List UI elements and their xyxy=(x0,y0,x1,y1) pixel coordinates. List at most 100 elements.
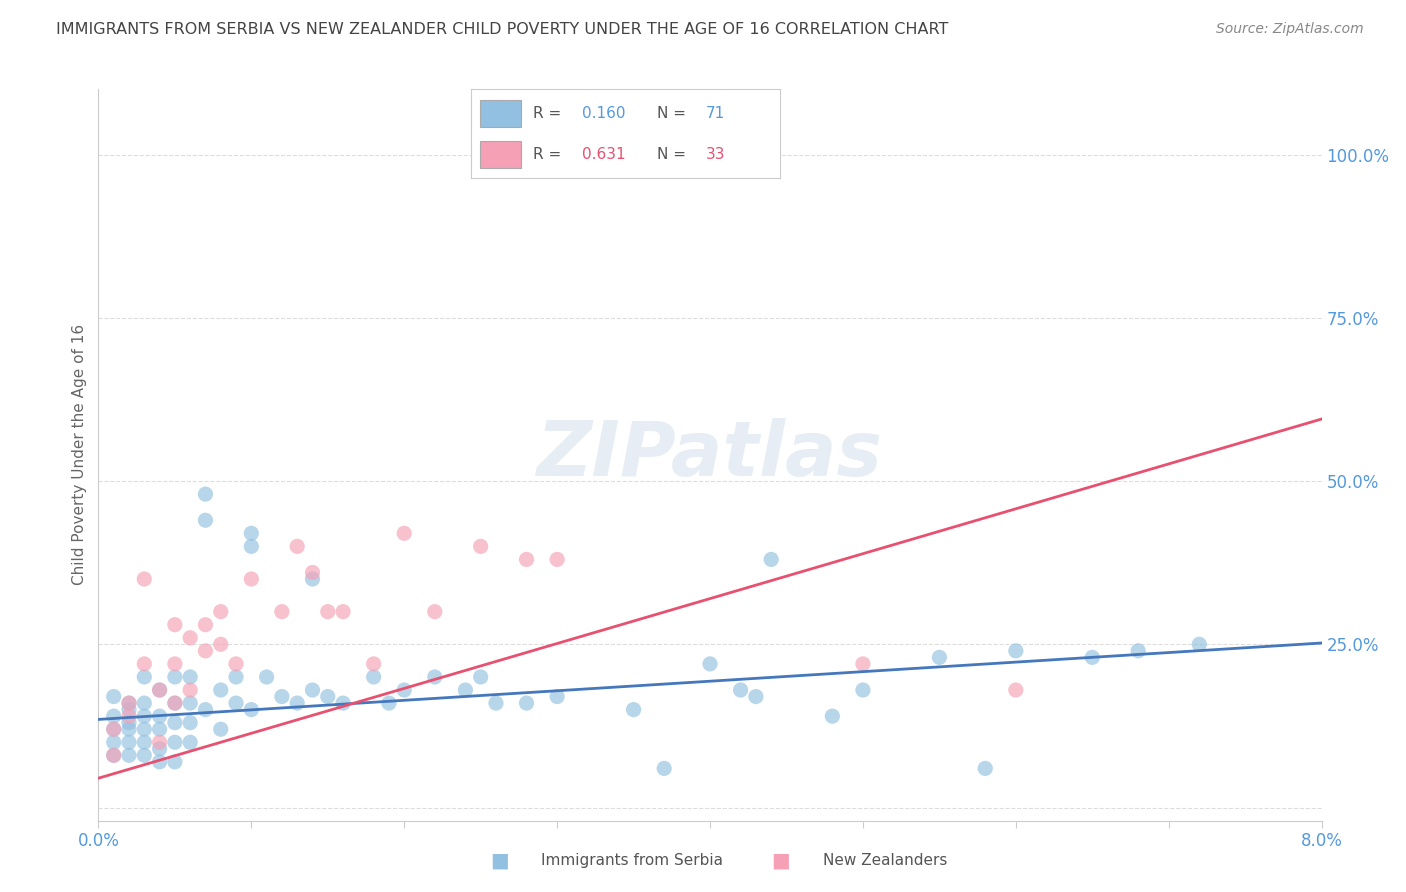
Point xyxy=(149,741,172,756)
Text: New Zealanders: New Zealanders xyxy=(823,854,946,868)
Text: Immigrants from Serbia: Immigrants from Serbia xyxy=(541,854,723,868)
Point xyxy=(163,670,186,684)
Point xyxy=(149,735,172,749)
Point xyxy=(179,715,201,730)
Point xyxy=(1004,683,1026,698)
Point xyxy=(163,755,186,769)
FancyBboxPatch shape xyxy=(481,100,520,127)
Point xyxy=(652,761,675,775)
Point xyxy=(485,696,508,710)
Point xyxy=(118,696,141,710)
Point xyxy=(1128,644,1150,658)
Text: 33: 33 xyxy=(706,147,725,161)
Point xyxy=(392,526,416,541)
Point xyxy=(149,709,172,723)
Point xyxy=(392,683,416,698)
Point xyxy=(103,690,125,704)
Text: R =: R = xyxy=(533,106,567,120)
Text: ▪: ▪ xyxy=(770,847,790,875)
Point xyxy=(301,572,323,586)
Point xyxy=(1004,644,1026,658)
Text: ▪: ▪ xyxy=(489,847,509,875)
Point xyxy=(118,709,141,723)
Point xyxy=(134,696,156,710)
Point xyxy=(928,650,950,665)
Point xyxy=(1188,637,1211,651)
Point xyxy=(225,696,247,710)
Point xyxy=(225,657,247,671)
Point xyxy=(209,637,232,651)
Point xyxy=(103,748,125,763)
Point xyxy=(134,735,156,749)
Point xyxy=(134,670,156,684)
Point xyxy=(225,670,247,684)
Point xyxy=(103,748,125,763)
Text: 71: 71 xyxy=(706,106,725,120)
Point xyxy=(118,696,141,710)
Point xyxy=(149,723,172,737)
Point xyxy=(1081,650,1104,665)
Point xyxy=(470,539,492,553)
Point xyxy=(118,723,141,737)
Point xyxy=(454,683,477,698)
Point xyxy=(163,696,186,710)
Text: Source: ZipAtlas.com: Source: ZipAtlas.com xyxy=(1216,22,1364,37)
Text: IMMIGRANTS FROM SERBIA VS NEW ZEALANDER CHILD POVERTY UNDER THE AGE OF 16 CORREL: IMMIGRANTS FROM SERBIA VS NEW ZEALANDER … xyxy=(56,22,949,37)
Point xyxy=(759,552,782,566)
Point xyxy=(285,696,308,710)
Text: ZIPatlas: ZIPatlas xyxy=(537,418,883,491)
Point xyxy=(363,657,385,671)
Point xyxy=(179,670,201,684)
Point xyxy=(118,748,141,763)
Point xyxy=(623,703,645,717)
Point xyxy=(149,683,172,698)
Point xyxy=(699,657,721,671)
Point xyxy=(745,690,768,704)
Point xyxy=(209,723,232,737)
Point xyxy=(240,572,263,586)
Point xyxy=(163,617,186,632)
Text: R =: R = xyxy=(533,147,567,161)
Point xyxy=(209,683,232,698)
Point xyxy=(118,735,141,749)
Point xyxy=(103,735,125,749)
Point xyxy=(301,683,323,698)
Point xyxy=(179,735,201,749)
Point xyxy=(270,690,294,704)
Text: 0.631: 0.631 xyxy=(582,147,626,161)
Point xyxy=(179,696,201,710)
Point xyxy=(209,605,232,619)
Point xyxy=(163,735,186,749)
Point xyxy=(240,539,263,553)
Point xyxy=(194,703,217,717)
Point xyxy=(546,552,568,566)
Point xyxy=(194,617,217,632)
Point xyxy=(423,605,446,619)
Point xyxy=(852,657,875,671)
Point xyxy=(134,657,156,671)
Point xyxy=(546,690,568,704)
FancyBboxPatch shape xyxy=(481,141,520,168)
Text: 0.160: 0.160 xyxy=(582,106,626,120)
Point xyxy=(974,761,997,775)
Point xyxy=(332,696,354,710)
Point xyxy=(163,657,186,671)
Point xyxy=(256,670,278,684)
Point xyxy=(149,683,172,698)
Point xyxy=(270,605,294,619)
Y-axis label: Child Poverty Under the Age of 16: Child Poverty Under the Age of 16 xyxy=(72,325,87,585)
Point xyxy=(179,631,201,645)
Point xyxy=(821,709,844,723)
Point xyxy=(103,723,125,737)
Point xyxy=(240,526,263,541)
Point xyxy=(423,670,446,684)
Point xyxy=(516,552,538,566)
Point xyxy=(332,605,354,619)
Text: N =: N = xyxy=(657,147,690,161)
Point xyxy=(378,696,401,710)
Point xyxy=(118,703,141,717)
Text: N =: N = xyxy=(657,106,690,120)
Point xyxy=(285,539,308,553)
Point xyxy=(103,709,125,723)
Point xyxy=(134,723,156,737)
